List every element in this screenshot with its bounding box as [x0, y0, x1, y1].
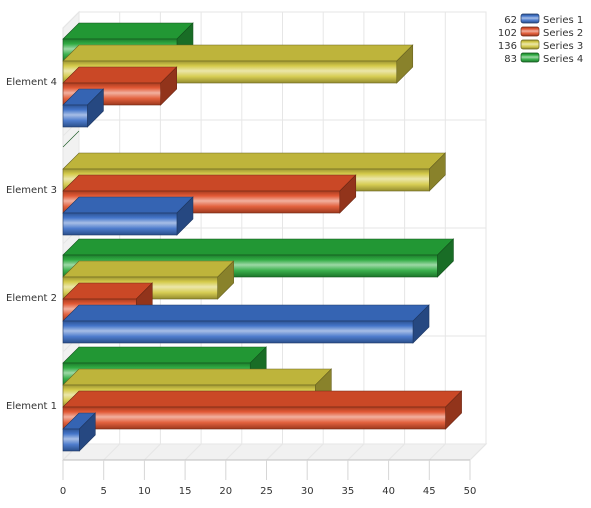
category-label: Element 1: [6, 401, 57, 412]
bar-front-face: [62, 320, 414, 344]
x-tick-label: 35: [342, 486, 355, 497]
x-tick-label: 5: [101, 486, 107, 497]
bar-top-face: [62, 44, 414, 62]
x-tick-label: 10: [138, 486, 151, 497]
x-tick-label: 50: [464, 486, 477, 497]
grid-line-side: [62, 11, 80, 29]
grid-line-floor: [428, 443, 446, 461]
legend-item-series-2: 102 Series 2: [498, 26, 583, 39]
grid-line-floor: [306, 443, 324, 461]
bar-front-face: [62, 212, 178, 236]
bar-top-face: [62, 238, 455, 256]
bar-top-face: [62, 174, 357, 192]
legend-total: 136: [498, 41, 517, 52]
bar-top-face: [62, 22, 194, 40]
bar-front-face: [62, 428, 80, 452]
x-tick-label: 30: [301, 486, 314, 497]
bar-top-face: [62, 196, 194, 214]
legend-total: 102: [498, 28, 517, 39]
x-tick-label: 0: [60, 486, 66, 497]
x-tick-label: 45: [423, 486, 436, 497]
legend-item-series-1: 62 Series 1: [504, 13, 583, 26]
category-label: Element 4: [6, 77, 57, 88]
grid-line-floor: [388, 443, 405, 461]
legend-item-series-3: 136 Series 3: [498, 39, 583, 52]
x-tick-label: 40: [382, 486, 395, 497]
grid-line-floor: [225, 443, 243, 461]
category-label: Element 2: [6, 293, 57, 304]
legend-swatch: [520, 52, 540, 63]
bar-top-face: [62, 260, 235, 278]
bar-series-4-element-3: [62, 130, 80, 148]
legend-swatch: [520, 26, 540, 37]
x-tick-label: 25: [260, 486, 273, 497]
grid-line-floor: [469, 443, 487, 461]
bar-top-face: [62, 368, 333, 386]
bar-series-1-element-4: [62, 88, 105, 128]
bar-top-face: [62, 66, 178, 84]
bar-front-face: [62, 406, 446, 430]
bar-series-2-element-4: [62, 66, 178, 106]
legend-total: 83: [504, 54, 517, 65]
legend-total: 62: [504, 15, 517, 26]
grid-line-floor: [266, 443, 283, 461]
category-label: Element 3: [6, 185, 57, 196]
legend-label: Series 1: [543, 15, 583, 26]
grid-line-floor: [184, 443, 202, 461]
bar-series-1-element-3: [62, 196, 194, 236]
legend-item-series-4: 83 Series 4: [504, 52, 583, 65]
legend-label: Series 2: [543, 28, 583, 39]
chart-legend: 62 Series 1 102 Series 2 136 Series 3 83 Series…: [498, 13, 583, 65]
grid-line-floor: [347, 443, 365, 461]
bar-top-face: [62, 390, 463, 408]
chart-bars: [62, 22, 463, 452]
bar-top-face: [62, 304, 430, 322]
bar-top-face: [62, 346, 267, 364]
bar-series-1-element-1: [62, 412, 97, 452]
legend-swatch: [520, 39, 540, 50]
bar-top-face: [62, 130, 80, 148]
bar-series-1-element-2: [62, 304, 430, 344]
x-tick-label: 20: [219, 486, 232, 497]
grid-line-floor: [103, 443, 121, 461]
bar-series-2-element-1: [62, 390, 463, 430]
bar-front-face: [62, 104, 88, 128]
x-tick-label: 15: [179, 486, 192, 497]
legend-swatch: [520, 13, 540, 24]
bar-top-face: [62, 152, 447, 170]
legend-label: Series 4: [543, 54, 583, 65]
bar-series-4-element-2: [62, 238, 455, 278]
grid-line-floor: [144, 443, 161, 461]
legend-label: Series 3: [543, 41, 583, 52]
chart-axes: Element 1 Element 2 Element 3 Element 4 0 5 10…: [6, 77, 476, 497]
